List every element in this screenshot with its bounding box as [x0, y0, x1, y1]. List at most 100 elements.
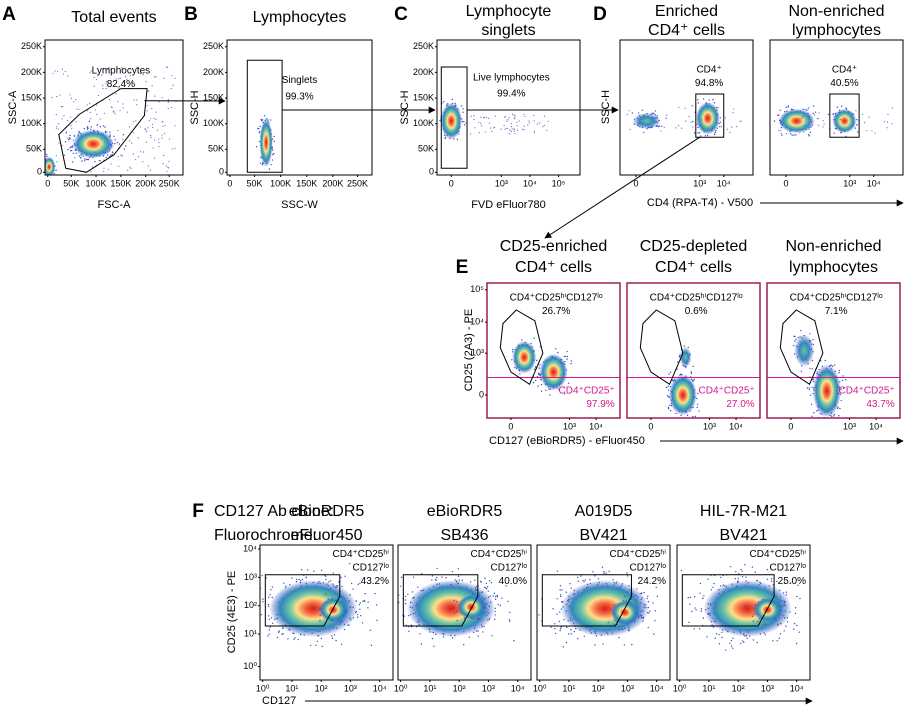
- panel-title: Non-enriched: [788, 3, 884, 20]
- event-dot: [791, 134, 792, 135]
- x-tick-label: 10⁴: [869, 421, 883, 431]
- event-dot: [150, 170, 151, 171]
- event-dot: [740, 569, 741, 570]
- event-dot: [642, 123, 643, 124]
- event-dot: [69, 147, 70, 148]
- event-dot: [255, 615, 256, 616]
- event-dot: [470, 581, 471, 582]
- event-dot: [495, 116, 496, 117]
- event-dot: [154, 96, 155, 97]
- gate-label: CD127ˡᵒ: [770, 563, 807, 574]
- event-dot: [367, 607, 368, 608]
- event-dot: [260, 162, 261, 163]
- event-dot: [801, 116, 802, 117]
- event-dot: [65, 71, 66, 72]
- event-dot: [559, 621, 560, 622]
- event-dot: [268, 615, 269, 616]
- event-dot: [105, 131, 106, 132]
- event-dot: [589, 579, 590, 580]
- event-dot: [102, 88, 103, 89]
- event-dot: [697, 132, 698, 133]
- event-dot: [509, 133, 510, 134]
- event-dot: [71, 128, 72, 129]
- event-dot: [83, 156, 84, 157]
- x-tick-label: 10³: [482, 683, 495, 693]
- event-dot: [321, 638, 322, 639]
- event-dot: [795, 607, 796, 608]
- density: [696, 102, 720, 134]
- event-dot: [278, 632, 279, 633]
- event-dot: [482, 631, 483, 632]
- event-dot: [721, 632, 722, 633]
- event-dot: [668, 407, 669, 408]
- event-dot: [131, 143, 132, 144]
- event-dot: [100, 160, 101, 161]
- gate-label: CD127ˡᵒ: [491, 563, 528, 574]
- event-dot: [692, 366, 693, 367]
- panel-title: Lymphocytes: [253, 9, 347, 26]
- event-dot: [166, 66, 167, 67]
- event-dot: [618, 637, 619, 638]
- gate-label: 99.3%: [285, 91, 313, 102]
- event-dot: [697, 124, 698, 125]
- event-dot: [504, 129, 505, 130]
- event-dot: [73, 101, 74, 102]
- event-dot: [340, 596, 341, 597]
- event-dot: [757, 621, 758, 622]
- event-dot: [695, 416, 696, 417]
- plot-area: [439, 99, 548, 140]
- event-dot: [454, 612, 455, 613]
- event-dot: [685, 366, 686, 367]
- event-dot: [470, 133, 471, 134]
- event-dot: [362, 601, 363, 602]
- event-dot: [528, 121, 529, 122]
- event-dot: [809, 389, 810, 390]
- event-dot: [740, 643, 741, 644]
- x-tick-label: 100K: [86, 178, 107, 188]
- event-dot: [259, 126, 260, 127]
- event-dot: [677, 361, 678, 362]
- event-dot: [801, 371, 802, 372]
- event-dot: [287, 638, 288, 639]
- event-dot: [667, 395, 668, 396]
- event-dot: [325, 579, 326, 580]
- event-dot: [107, 154, 108, 155]
- event-dot: [699, 628, 700, 629]
- event-dot: [269, 629, 270, 630]
- event-dot: [473, 119, 474, 120]
- event-dot: [52, 162, 53, 163]
- event-dot: [668, 373, 669, 374]
- event-dot: [627, 575, 628, 576]
- event-dot: [461, 105, 462, 106]
- event-dot: [811, 416, 812, 417]
- y-tick-label: 250K: [413, 41, 434, 51]
- event-dot: [148, 165, 149, 166]
- event-dot: [335, 640, 336, 641]
- event-dot: [569, 583, 570, 584]
- event-dot: [315, 645, 316, 646]
- density: [611, 600, 639, 624]
- event-dot: [733, 108, 734, 109]
- event-dot: [816, 410, 817, 411]
- event-dot: [146, 131, 147, 132]
- event-dot: [152, 147, 153, 148]
- event-dot: [793, 134, 794, 135]
- event-dot: [538, 614, 539, 615]
- event-dot: [65, 141, 66, 142]
- panel-title: Total events: [71, 9, 156, 26]
- event-dot: [567, 356, 568, 357]
- event-dot: [523, 114, 524, 115]
- event-dot: [568, 633, 569, 634]
- event-dot: [566, 592, 567, 593]
- event-dot: [786, 592, 787, 593]
- x-tick-label: 10⁴: [650, 683, 664, 693]
- event-dot: [712, 587, 713, 588]
- event-dot: [755, 572, 756, 573]
- event-dot: [779, 638, 780, 639]
- x-tick-label: 0: [508, 421, 513, 431]
- gate-label: CD4⁺: [696, 64, 721, 75]
- event-dot: [823, 126, 824, 127]
- event-dot: [834, 414, 835, 415]
- event-dot: [560, 585, 561, 586]
- event-dot: [452, 637, 453, 638]
